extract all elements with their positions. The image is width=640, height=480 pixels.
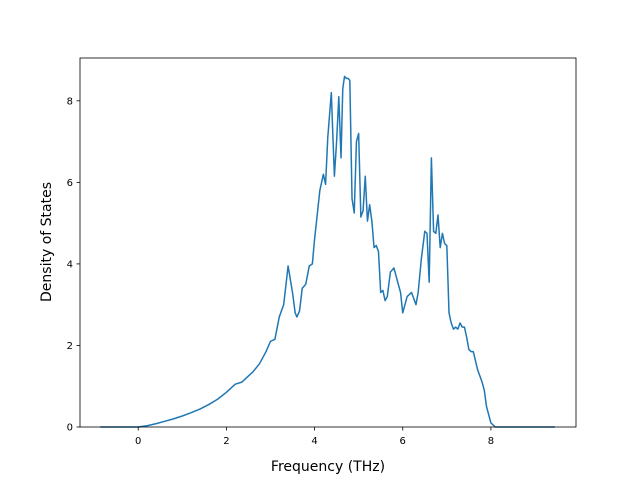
axes-frame bbox=[79, 57, 577, 428]
x-tick-label: 0 bbox=[135, 436, 141, 447]
y-tick-label: 8 bbox=[67, 96, 73, 107]
x-tick-label: 4 bbox=[311, 436, 317, 447]
y-axis-label: Density of States bbox=[39, 182, 55, 302]
y-tick-label: 6 bbox=[67, 178, 73, 189]
x-tick-label: 8 bbox=[488, 436, 494, 447]
y-tick-label: 0 bbox=[67, 423, 73, 434]
dos-series-line bbox=[100, 75, 555, 428]
plot-area bbox=[100, 75, 555, 428]
y-tick-label: 2 bbox=[67, 341, 73, 352]
y-tick-label: 4 bbox=[67, 260, 73, 271]
x-axis-label: Frequency (THz) bbox=[271, 459, 385, 475]
x-tick-label: 2 bbox=[223, 436, 229, 447]
x-tick-label: 6 bbox=[400, 436, 406, 447]
ticks: 0 2 4 6 8 0 2 4 6 8 bbox=[67, 96, 494, 447]
